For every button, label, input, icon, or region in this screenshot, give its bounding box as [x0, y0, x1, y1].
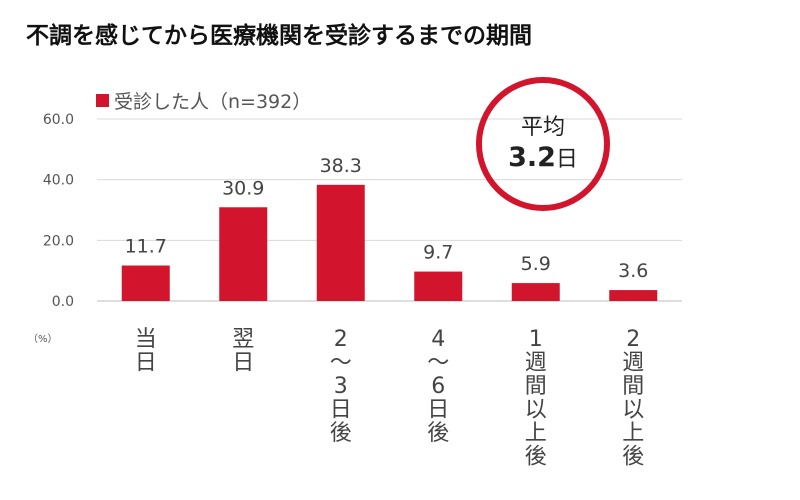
bar: [316, 184, 365, 301]
unit-label: （%）: [28, 333, 58, 345]
category-char: 週: [622, 351, 644, 376]
bar: [121, 265, 170, 301]
bar: [511, 283, 560, 301]
category-char: 日: [427, 398, 449, 423]
value-label: 3.6: [618, 260, 648, 282]
category-char: 3: [334, 374, 348, 399]
category-char: 当: [135, 327, 157, 352]
bars: [121, 184, 658, 301]
average-label: 平均: [521, 115, 565, 140]
legend-swatch: [96, 94, 109, 107]
y-tick-label: 60.0: [43, 112, 74, 128]
category-char: 後: [525, 445, 547, 470]
bar: [609, 290, 658, 301]
legend: 受診した人（n=392）: [96, 91, 311, 113]
value-label: 30.9: [222, 177, 264, 199]
value-label: 11.7: [125, 236, 167, 258]
category-char: 上: [622, 421, 644, 446]
value-labels: 11.7 30.9 38.3 9.7 5.9 3.6: [125, 155, 649, 282]
average-unit: 日: [556, 147, 578, 172]
category-char: 日: [330, 398, 352, 423]
y-tick-label: 40.0: [43, 173, 74, 189]
category-char: 〜: [427, 351, 449, 376]
y-axis: 0.0 20.0 40.0 60.0: [43, 112, 74, 310]
category-char: 〜: [330, 351, 352, 376]
category-char: 週: [525, 351, 547, 376]
average-badge: 平均 3.2日: [476, 77, 610, 211]
category-char: 翌: [232, 327, 254, 352]
bar: [219, 207, 268, 301]
category-label: 2 週間以上後: [622, 327, 644, 470]
category-char: 日: [232, 351, 254, 376]
legend-label: 受診した人（n=392）: [114, 91, 311, 113]
average-number: 3.2: [508, 142, 556, 173]
category-char: 間: [525, 374, 547, 399]
category-char: 2: [626, 327, 640, 352]
category-label: 当日: [135, 327, 157, 376]
category-label: 1 週間以上後: [525, 327, 547, 470]
category-char: 日: [135, 351, 157, 376]
category-char: 以: [622, 398, 644, 423]
category-char: 4: [431, 327, 445, 352]
value-label: 5.9: [521, 253, 551, 275]
category-label: 4 〜 6 日後: [427, 327, 449, 446]
category-label: 2 〜 3 日後: [330, 327, 352, 446]
value-label: 9.7: [423, 242, 453, 264]
value-label: 38.3: [320, 155, 362, 177]
category-char: 以: [525, 398, 547, 423]
category-char: 後: [427, 421, 449, 446]
y-tick-label: 20.0: [43, 233, 74, 249]
category-char: 6: [431, 374, 445, 399]
average-value: 3.2日: [508, 142, 578, 173]
average-ring: [476, 77, 610, 211]
category-char: 上: [525, 421, 547, 446]
grid: [97, 118, 682, 302]
category-char: 2: [334, 327, 348, 352]
y-tick-label: 0.0: [52, 294, 74, 310]
category-label: 翌日: [232, 327, 254, 376]
category-char: 1: [529, 327, 543, 352]
category-char: 後: [330, 421, 352, 446]
category-char: 間: [622, 374, 644, 399]
bar: [414, 271, 463, 301]
category-char: 後: [622, 445, 644, 470]
page-title: 不調を感じてから医療機関を受診するまでの期間: [26, 23, 532, 49]
